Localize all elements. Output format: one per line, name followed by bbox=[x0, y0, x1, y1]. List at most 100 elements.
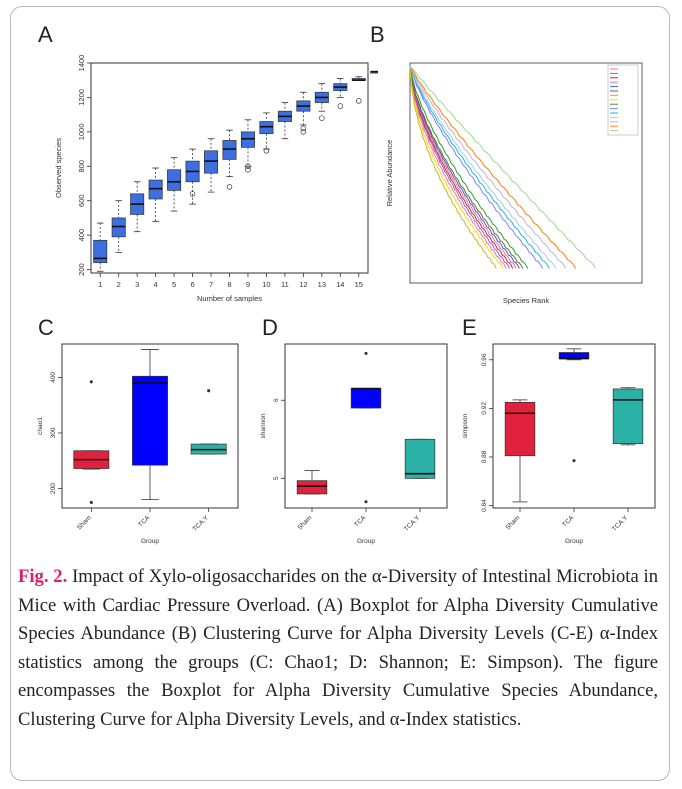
x-axis-label: Species Rank bbox=[503, 296, 550, 305]
outlier-point bbox=[263, 148, 270, 154]
y-tick-label: 0.88 bbox=[481, 450, 488, 463]
rank-abundance-series bbox=[409, 66, 510, 269]
outlier-point bbox=[207, 389, 211, 393]
outlier-point bbox=[364, 351, 368, 355]
panel-label-b: B bbox=[370, 22, 385, 47]
box-body bbox=[132, 375, 168, 466]
y-tick-label: 600 bbox=[77, 194, 86, 207]
x-tick-label: 13 bbox=[318, 280, 326, 289]
y-tick-label: 800 bbox=[77, 160, 86, 173]
rank-abundance-series bbox=[409, 66, 514, 269]
figure-caption: Fig. 2. Impact of Xylo-oligosaccharides … bbox=[18, 563, 658, 735]
chart-rank-abundance-curve: Species Rank Relative Abundance bbox=[385, 62, 643, 305]
box-body bbox=[259, 121, 274, 134]
rank-abundance-series bbox=[409, 66, 507, 269]
outlier-point bbox=[189, 191, 196, 197]
x-tick-label: Sham bbox=[504, 514, 521, 531]
outlier-point bbox=[245, 163, 251, 170]
x-axis-label: Group bbox=[357, 538, 375, 545]
box-body bbox=[296, 480, 328, 495]
y-tick-label: 200 bbox=[77, 263, 86, 276]
box-body bbox=[240, 131, 255, 148]
y-tick-label: 1200 bbox=[77, 89, 86, 106]
box-body bbox=[350, 388, 382, 409]
y-axis-label: Observed species bbox=[54, 138, 63, 198]
box-body bbox=[148, 179, 163, 200]
y-tick-label: 300 bbox=[50, 427, 57, 438]
box-body bbox=[404, 438, 436, 479]
rank-abundance-series bbox=[409, 66, 504, 269]
chart-shannon-boxplot: 5 6 Sham TCA TCA.Y Group shannon bbox=[260, 343, 448, 545]
x-tick-label: TCA bbox=[137, 514, 152, 529]
y-axis-label: simpson bbox=[462, 414, 469, 439]
outlier-point bbox=[89, 380, 93, 384]
rank-abundance-series bbox=[409, 66, 544, 269]
x-axis-label: Group bbox=[141, 538, 159, 545]
x-tick-label: 8 bbox=[227, 280, 231, 289]
x-tick-label: TCA.Y bbox=[611, 514, 630, 533]
figure-number: Fig. 2. bbox=[18, 566, 68, 587]
rank-abundance-series bbox=[409, 66, 577, 269]
panel-label-d: D bbox=[262, 315, 278, 340]
chart-chao1-boxplot: 200 300 400 Sham TCA TCA.Y Group chao1 bbox=[37, 343, 239, 545]
y-axis-label: chao1 bbox=[37, 417, 44, 435]
y-tick-label: 0.84 bbox=[481, 499, 488, 512]
rank-abundance-series bbox=[409, 66, 520, 269]
outlier-point bbox=[572, 459, 576, 463]
rank-abundance-series bbox=[409, 66, 529, 269]
box-body bbox=[111, 217, 126, 238]
y-tick-label: 1400 bbox=[77, 55, 86, 71]
x-tick-label: TCA.Y bbox=[192, 514, 211, 533]
box-body bbox=[504, 401, 536, 457]
panel-label-e: E bbox=[462, 315, 477, 340]
box-body bbox=[93, 239, 108, 264]
legend-box bbox=[607, 64, 639, 136]
x-axis-label: Number of samples bbox=[197, 294, 262, 303]
y-tick-label: 200 bbox=[50, 483, 57, 494]
y-tick-label: 6 bbox=[273, 398, 280, 402]
y-tick-label: 0.96 bbox=[481, 353, 488, 366]
rank-abundance-series bbox=[409, 66, 550, 269]
x-tick-label: TCA bbox=[561, 514, 576, 529]
box-body bbox=[167, 169, 182, 191]
rank-abundance-series bbox=[409, 66, 567, 269]
panel-label-a: A bbox=[38, 22, 53, 47]
rank-abundance-series bbox=[409, 66, 597, 269]
rank-abundance-series bbox=[409, 66, 497, 269]
x-tick-label: Sham bbox=[76, 514, 93, 531]
box-body bbox=[558, 352, 590, 359]
box-body bbox=[612, 388, 644, 444]
y-tick-label: 400 bbox=[50, 372, 57, 383]
x-tick-label: 14 bbox=[336, 280, 344, 289]
x-tick-label: 10 bbox=[262, 280, 270, 289]
outlier-point bbox=[300, 129, 307, 135]
outlier-point bbox=[300, 125, 307, 132]
figure-card bbox=[10, 6, 670, 781]
x-tick-label: Sham bbox=[296, 514, 313, 531]
box-body bbox=[222, 140, 237, 160]
y-tick-label: 0.92 bbox=[481, 402, 488, 415]
y-tick-label: 400 bbox=[77, 229, 86, 242]
x-tick-label: 9 bbox=[246, 280, 250, 289]
y-axis-label: Relative Abundance bbox=[385, 140, 394, 207]
y-tick-label: 5 bbox=[273, 476, 280, 480]
outlier-point bbox=[337, 103, 344, 109]
x-tick-label: 6 bbox=[190, 280, 194, 289]
box-body bbox=[204, 150, 219, 174]
x-tick-label: 15 bbox=[355, 280, 363, 289]
outlier-point bbox=[319, 115, 325, 121]
x-tick-label: 1 bbox=[98, 280, 102, 289]
y-tick-label: 1000 bbox=[77, 124, 86, 141]
rank-abundance-series bbox=[409, 66, 517, 269]
x-tick-label: 2 bbox=[117, 280, 121, 289]
x-tick-label: 5 bbox=[172, 280, 176, 289]
x-tick-label: TCA bbox=[353, 514, 368, 529]
plot-frame bbox=[409, 62, 643, 284]
x-tick-label: TCA.Y bbox=[403, 514, 422, 533]
panel-label-c: C bbox=[38, 315, 54, 340]
x-tick-label: 3 bbox=[135, 280, 139, 289]
x-tick-label: 4 bbox=[154, 280, 158, 289]
rank-abundance-series bbox=[409, 66, 524, 269]
outlier-point bbox=[364, 500, 368, 504]
